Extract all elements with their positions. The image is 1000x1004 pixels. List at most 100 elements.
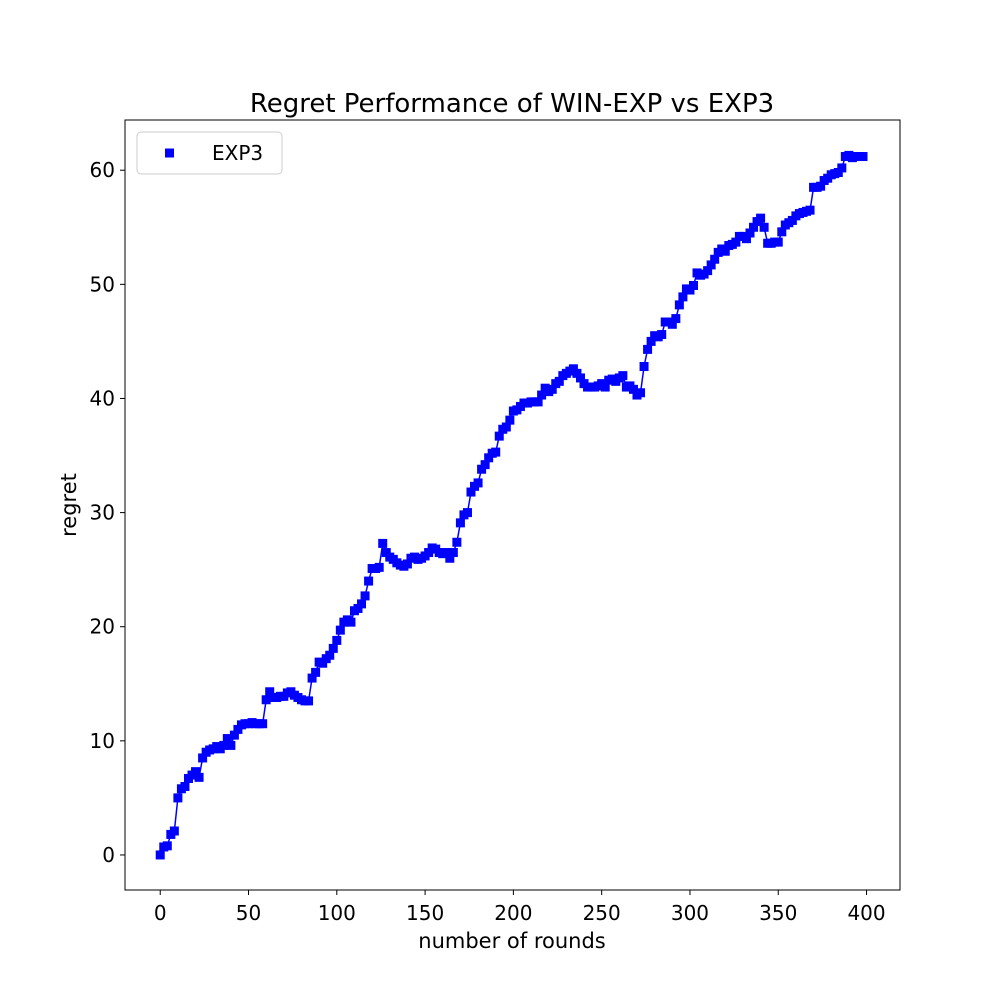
marker: [671, 314, 681, 324]
x-tick-label: 300: [671, 901, 709, 925]
marker: [261, 695, 271, 705]
marker: [381, 548, 391, 558]
y-tick-label: 10: [90, 729, 115, 753]
marker: [710, 254, 720, 264]
marker: [360, 591, 370, 601]
marker: [325, 650, 335, 660]
marker: [180, 781, 190, 791]
marker: [265, 687, 275, 697]
marker: [378, 538, 388, 548]
x-tick-label: 0: [154, 901, 167, 925]
marker: [600, 382, 610, 392]
marker: [505, 415, 515, 425]
chart-title: Regret Performance of WIN-EXP vs EXP3: [250, 89, 774, 119]
marker: [501, 422, 511, 432]
marker: [462, 508, 472, 518]
plot-frame: [124, 119, 901, 891]
y-axis-label: regret: [57, 473, 81, 537]
marker: [364, 576, 374, 586]
marker: [533, 397, 543, 407]
x-tick-label: 350: [759, 901, 797, 925]
y-tick-label: 20: [90, 615, 115, 639]
marker: [667, 319, 677, 329]
marker: [703, 266, 713, 276]
marker: [226, 740, 236, 750]
marker: [219, 740, 229, 750]
marker: [357, 599, 367, 609]
marker: [374, 562, 384, 572]
legend-marker: [165, 148, 174, 158]
marker: [169, 826, 179, 836]
marker: [731, 237, 741, 247]
marker: [657, 330, 667, 340]
marker: [554, 376, 564, 386]
marker: [304, 696, 314, 706]
marker: [537, 390, 547, 400]
marker: [678, 292, 688, 302]
marker: [816, 181, 826, 191]
marker: [332, 635, 342, 645]
marker: [229, 730, 239, 740]
marker: [491, 447, 501, 457]
marker: [745, 228, 755, 238]
x-tick-label: 200: [494, 901, 532, 925]
marker: [639, 362, 649, 372]
marker: [307, 673, 317, 683]
marker: [222, 734, 232, 744]
marker: [759, 222, 769, 232]
marker: [741, 234, 751, 244]
marker: [568, 364, 578, 374]
marker: [155, 850, 165, 860]
marker: [452, 537, 462, 547]
marker: [466, 487, 476, 497]
marker: [173, 793, 183, 803]
marker: [858, 152, 868, 162]
marker: [749, 222, 759, 232]
marker: [706, 260, 716, 270]
marker: [424, 548, 434, 558]
marker: [258, 719, 268, 729]
marker: [198, 753, 208, 763]
marker: [346, 617, 356, 627]
marker: [805, 205, 815, 215]
y-tick-label: 60: [90, 158, 115, 182]
marker: [194, 772, 204, 782]
marker: [547, 384, 557, 394]
marker: [441, 548, 451, 558]
marker: [233, 724, 243, 734]
marker: [162, 841, 172, 851]
marker: [318, 658, 328, 668]
marker: [484, 453, 494, 463]
marker: [787, 215, 797, 225]
marker: [837, 163, 847, 173]
marker: [455, 518, 465, 528]
y-tick-label: 50: [90, 272, 115, 296]
marker: [335, 625, 345, 635]
x-tick-label: 150: [406, 901, 444, 925]
marker: [191, 767, 201, 777]
x-axis-label: number of rounds: [418, 929, 605, 953]
marker: [353, 603, 363, 613]
marker: [477, 464, 487, 474]
marker: [777, 227, 787, 237]
marker: [643, 344, 653, 354]
marker: [328, 643, 338, 653]
x-tick-label: 250: [583, 901, 621, 925]
legend-label: EXP3: [212, 141, 263, 165]
x-tick-label: 400: [847, 901, 885, 925]
marker: [575, 373, 585, 383]
y-tick-label: 40: [90, 386, 115, 410]
y-tick-label: 0: [102, 843, 115, 867]
y-tick-label: 30: [90, 501, 115, 525]
marker: [448, 548, 458, 558]
marker: [773, 237, 783, 247]
marker: [618, 371, 628, 381]
marker: [688, 280, 698, 290]
legend-box: [136, 131, 283, 175]
marker: [445, 553, 455, 563]
marker: [833, 167, 843, 177]
marker: [646, 336, 656, 346]
marker: [311, 667, 321, 677]
marker: [636, 388, 646, 398]
marker: [756, 213, 766, 223]
